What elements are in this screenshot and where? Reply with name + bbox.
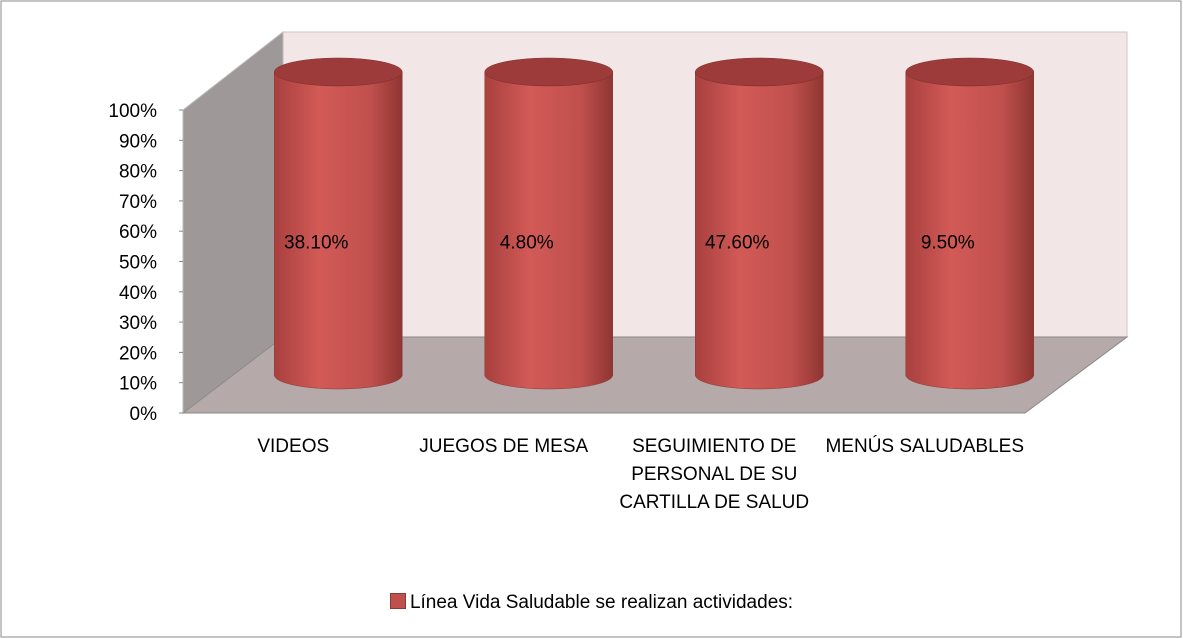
x-tick-label: SEGUIMIENTO DE PERSONAL DE SU CARTILLA D… [619,436,810,513]
y-tick-label: 80% [119,162,157,183]
x-tick-label: JUEGOS DE MESA [419,436,589,457]
legend-swatch [389,593,406,609]
floor [181,336,1129,414]
y-tick-label: 20% [119,343,157,364]
bar-top [905,57,1034,87]
y-tick-label: 10% [119,374,157,395]
bar-top [274,57,403,87]
y-tick-label: 50% [119,253,157,274]
y-tick-label: 70% [119,192,157,213]
legend: Línea Vida Saludable se realizan activid… [0,592,1183,614]
data-label: 47.60% [705,233,770,254]
bar [484,71,613,390]
y-tick-label: 100% [108,101,157,122]
bar [905,71,1034,390]
data-label: 38.10% [284,233,349,254]
x-tick-label: VIDEOS [257,436,330,457]
bar-top [695,57,824,87]
y-tick-label: 30% [119,313,157,334]
bar [695,71,824,390]
bar [274,71,403,390]
x-tick-label: MENÚS SALUDABLES [825,436,1024,457]
y-tick-label: 60% [119,222,157,243]
bar-top [484,57,613,87]
legend-label: Línea Vida Saludable se realizan activid… [409,592,794,613]
y-tick-label: 0% [130,404,158,425]
data-label: 9.50% [921,233,975,254]
data-label: 4.80% [500,233,554,254]
y-tick-label: 40% [119,283,157,304]
y-tick-label: 90% [119,131,157,152]
